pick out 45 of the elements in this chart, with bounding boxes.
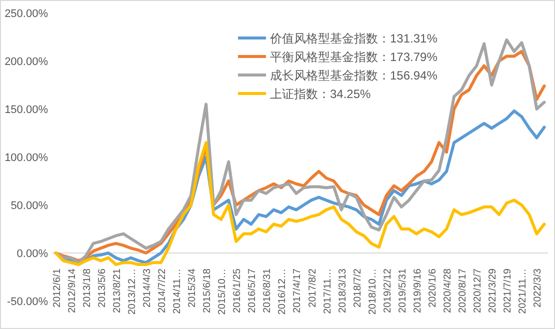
x-tick-label: 2018/10… [367,268,378,315]
x-tick-label: 2020/1/6 [428,268,439,308]
x-tick-label: 2013/1/8 [82,268,93,308]
x-tick-label: 2016/5/17 [247,268,258,314]
y-tick-label: 150.00% [4,104,48,116]
x-tick-label: 2017/11… [322,268,334,314]
x-tick-label: 2015/3/4 [187,268,198,308]
legend-label: 平衡风格型基金指数：173.79% [270,50,438,64]
x-tick-label: 2021/11… [518,268,529,314]
legend-label: 成长风格型基金指数：156.94% [270,68,438,82]
x-tick-label: 2015/10… [217,268,228,315]
x-tick-label: 2014/4/3 [142,268,153,308]
x-tick-label: 2017/8/2 [307,268,318,308]
x-tick-label: 2012/6/1 [52,268,63,308]
x-tick-label: 2017/4/17 [292,268,304,314]
x-tick-label: 2020/4/28 [442,268,454,314]
x-tick-label: 2022/3/3 [532,268,544,308]
x-tick-label: 2013/12… [126,268,138,315]
x-tick-label: 2019/9/16 [412,268,424,314]
x-tick-label: 2021/3/29 [488,268,499,314]
x-tick-label: 2019/2/12 [382,268,394,314]
x-tick-label: 2018/7/2 [352,268,364,308]
x-tick-label: 2015/6/18 [202,268,214,314]
y-tick-label: 0.00% [16,248,48,260]
y-tick-label: -50.00% [7,296,48,308]
y-tick-label: 200.00% [4,56,48,68]
y-tick-label: 100.00% [4,152,48,164]
x-tick-label: 2021/7/19 [502,268,514,314]
x-tick-label: 2019/5/31 [397,268,408,314]
x-tick-label: 2013/5/6 [96,268,108,308]
x-tick-label: 2014/11… [172,268,183,314]
x-tick-label: 2014/7/22 [156,268,168,314]
y-tick-label: 50.00% [10,200,48,212]
x-tick-label: 2016/8/31 [262,268,274,314]
line-series [54,141,546,266]
legend-label: 上证指数：34.25% [270,87,372,101]
x-tick-label: 2018/3/13 [337,268,348,314]
x-tick-label: 2013/8/21 [112,268,123,314]
x-tick-label: 2016/12… [277,268,288,315]
x-tick-label: 2016/1/25 [232,268,244,314]
x-tick-label: 2012/9/14 [66,268,78,314]
x-tick-label: 2020/12/7 [472,268,484,314]
y-tick-label: 250.00% [4,8,48,20]
legend-label: 价值风格型基金指数：131.31% [269,32,438,46]
x-tick-label: 2020/8/17 [458,268,469,314]
